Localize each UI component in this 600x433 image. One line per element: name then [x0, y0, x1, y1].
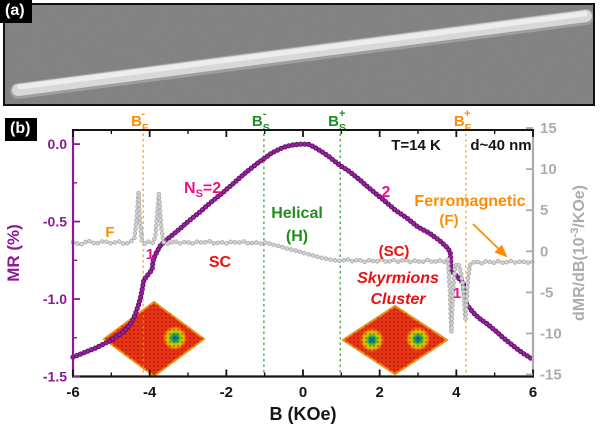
label-ns2: NS=2 — [184, 180, 221, 200]
simulation-insets — [102, 300, 449, 378]
x-axis-title: B (KOe) — [270, 404, 337, 424]
label-ferromagnetic: Ferromagnetic — [414, 193, 525, 210]
mr-chart: BF- BS- BS+ BF+ -6 -4 -2 0 2 4 60.0-0.5-1.0-1.515… — [4, 108, 588, 424]
data-series — [70, 141, 535, 361]
label-ferromagnetic-f: (F) — [439, 212, 458, 229]
marker-bf-minus-label: BF- — [131, 108, 149, 134]
right-tick-label: -10 — [540, 325, 562, 342]
label-skyrmions: Skyrmions — [357, 270, 439, 287]
ferromagnetic-arrow — [472, 223, 508, 258]
label-step1-left: 1 — [146, 246, 154, 263]
label-f-left: F — [105, 224, 114, 241]
inset-skyrmion-cluster — [341, 304, 449, 376]
transition-field-markers: BF- BS- BS+ BF+ — [131, 108, 472, 375]
label-helical-h: (H) — [286, 228, 308, 245]
x-tick-label: -4 — [143, 384, 157, 401]
axes-frame: -6 -4 -2 0 2 4 6 0.0 -0.5 -1.0 -1.5 15 10 5 0 -5 -10 -15 — [43, 120, 562, 401]
label-helical: Helical — [271, 205, 323, 222]
right-tick-label: -5 — [540, 284, 553, 301]
x-tick-label: 0 — [299, 384, 307, 401]
panel-b-label: (b) — [5, 118, 38, 141]
x-tick-label: 4 — [452, 384, 461, 401]
right-tick-label: -15 — [540, 367, 562, 384]
panel-b-chart: BF- BS- BS+ BF+ -6 -4 -2 0 2 4 6 0.0 -0.5 -1.0 -1.5 15… — [0, 105, 600, 433]
label-diameter: d~40 nm — [470, 137, 531, 154]
x-tick-label: -2 — [220, 384, 233, 401]
right-tick-label: 10 — [540, 161, 557, 178]
label-step2-right: 2 — [382, 184, 391, 201]
right-tick-label: 5 — [540, 202, 548, 219]
right-tick-label: 0 — [540, 243, 548, 260]
label-sc-right: (SC) — [379, 243, 410, 260]
x-tick-label: -6 — [66, 384, 79, 401]
marker-bs-minus-label: BS- — [252, 108, 270, 134]
panel-a-sem-image — [3, 3, 595, 106]
left-tick-label: -1.5 — [43, 369, 67, 385]
label-step1-right: 1 — [453, 285, 461, 302]
marker-bf-plus-label: BF+ — [454, 108, 472, 134]
inset-skyrmion-single — [102, 300, 206, 378]
left-tick-label: -1.0 — [43, 291, 67, 307]
left-tick-label: 0.0 — [48, 136, 68, 152]
right-axis-title: dMR/dB(10-3/KOe) — [569, 185, 588, 321]
sem-image — [5, 5, 593, 104]
x-tick-label: 2 — [375, 384, 383, 401]
series-dmrdb — [70, 190, 535, 334]
x-tick-label: 6 — [529, 384, 537, 401]
panel-a-label: (a) — [0, 0, 32, 23]
annotations: F NS=2 1 SC Helical (H) 2 Ferromagnetic (F) (SC) S… — [105, 137, 531, 308]
marker-bs-plus-label: BS+ — [328, 108, 346, 134]
left-tick-label: -0.5 — [43, 214, 67, 230]
right-tick-label: 15 — [540, 120, 557, 137]
label-sc-left: SC — [209, 254, 232, 271]
nanowire — [10, 9, 593, 99]
label-temperature: T=14 K — [391, 137, 441, 154]
left-axis-title: MR (%) — [4, 224, 23, 282]
label-cluster: Cluster — [370, 291, 426, 308]
